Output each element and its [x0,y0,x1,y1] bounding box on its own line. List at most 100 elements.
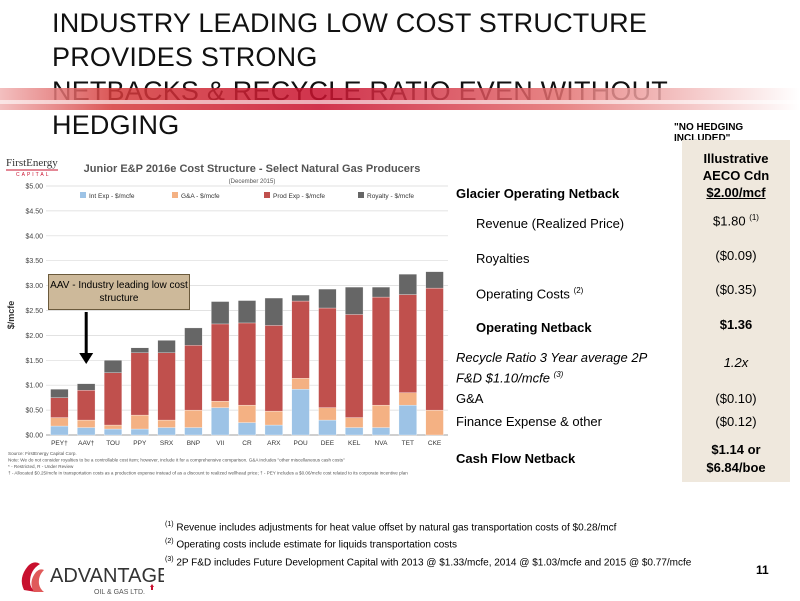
bar-segment [184,345,203,411]
page-number: 11 [756,563,769,577]
bar-segment [157,419,176,428]
y-tick-label: $1.00 [25,383,43,390]
bar-segment [211,400,230,408]
bar-segment [157,340,176,353]
x-tick-label: CR [242,440,252,447]
recycle-sup: (3) [553,370,564,379]
y-tick-label: $1.50 [25,358,43,365]
bar-segment [291,300,310,379]
logo-sub: OIL & GAS LTD. [94,589,145,596]
footnote-2: (2) Operating costs include estimate for… [165,535,765,552]
chart-note: Note: We do not consider royalties to be… [8,458,345,463]
row-recycle-value: 1.2x [723,355,749,370]
bar-segment [345,417,364,428]
bar-segment [372,427,390,436]
bar-segment [372,286,390,298]
no-hedging-label: "NO HEDGING INCLUDED" [674,122,744,144]
row-ga-value: ($0.10) [715,391,757,406]
row-opcost-value: ($0.35) [715,282,757,297]
y-tick-label: $5.00 [25,184,43,191]
legend-label: Int Exp - $/mcfe [89,193,135,200]
row-cashflow-value: $1.14 or $6.84/boe [682,441,790,477]
y-tick-label: $0.00 [25,433,43,440]
title-line-1: INDUSTRY LEADING LOW COST STRUCTURE PROV… [52,8,648,72]
revenue-value: $1.80 [713,213,746,229]
footnotes: (1) Revenue includes adjustments for hea… [165,518,765,570]
bar-segment [398,404,417,436]
row-finance-value: ($0.12) [715,414,757,429]
x-tick-label: VII [216,440,224,447]
chart-note: † - Allocated $0.25/mcfe in transportati… [8,471,408,476]
footnote-1: (1) Revenue includes adjustments for hea… [165,518,765,535]
y-tick-label: $4.00 [25,233,43,240]
revenue-sup: (1) [749,213,759,222]
bar-segment [104,360,122,373]
legend-label: G&A - $/mcfe [181,193,220,200]
cashflow-value-line1: $1.14 or [711,442,761,457]
bar-segment [372,296,390,406]
x-tick-label: KEL [348,440,361,447]
footnote-3-sup: (3) [165,555,174,563]
footnote-3: (3) 2P F&D includes Future Development C… [165,553,765,570]
chart-note: Source: FirstEnergy Capital Corp. [8,451,77,456]
bar-segment [77,427,96,436]
row-ga-label: G&A [456,391,484,406]
bar-segment [77,383,96,391]
callout-arrow-head [79,353,94,364]
decorative-stripe-highlight [0,100,800,104]
cost-structure-chart: FirstEnergy CAPITAL Junior E&P 2016e Cost … [2,150,454,485]
logo-name: ADVANTAGE [50,565,164,587]
bar-segment [264,424,283,436]
bar-segment [50,425,69,436]
bar-segment [130,428,149,436]
bar-segment [318,407,337,421]
bar-segment [104,424,122,430]
bar-segment [398,294,417,393]
aav-callout: AAV - Industry leading low cost structur… [48,274,190,310]
bar-segment [238,322,256,406]
bar-segment [50,397,69,418]
opcost-sup: (2) [573,286,584,295]
legend-swatch [264,192,270,198]
y-tick-label: $2.00 [25,333,43,340]
bar-segment [184,409,203,428]
bar-segment [238,404,256,423]
footnote-2-text: Operating costs include estimate for liq… [176,539,458,551]
row-glacier-netback-label: Glacier Operating Netback [456,186,620,201]
bar-segment [318,307,337,408]
bar-segment [77,390,96,421]
bar-segment [345,427,364,436]
row-revenue-value: $1.80 (1) [682,213,790,228]
advantage-logo: ADVANTAGE OIL & GAS LTD. [14,556,170,596]
bar-segment [318,419,337,436]
legend-label: Royalty - $/mcfe [367,193,414,200]
bar-segment [211,301,230,325]
bar-segment [318,288,337,309]
footnote-2-sup: (2) [165,538,174,546]
legend-swatch [172,192,178,198]
x-tick-label: PPY [133,440,147,447]
bar-segment [398,273,417,295]
bar-segment [211,407,230,436]
bar-segment [345,314,364,418]
illustrative-column-bg [682,140,790,482]
bar-segment [238,300,256,324]
row-royalties-label: Royalties [476,251,530,266]
chart-brand-sub: CAPITAL [16,172,50,178]
bar-segment [50,417,69,427]
header-line-3: $2.00/mcf [706,185,766,200]
x-tick-label: POU [294,440,308,447]
recycle-label-line1: Recycle Ratio 3 Year average 2P [456,350,648,365]
legend-label: Prod Exp - $/mcfe [273,193,325,200]
x-tick-label: SRX [160,440,174,447]
legend-swatch [80,192,86,198]
bar-segment [157,352,176,421]
bar-segment [104,372,122,426]
x-tick-label: DEE [321,440,335,447]
advantage-logo-icon: ADVANTAGE OIL & GAS LTD. [21,562,170,596]
recycle-label-line2: F&D $1.10/mcfe [456,370,550,386]
illustrative-header: Illustrative AECO Cdn $2.00/mcf [682,150,790,201]
row-opcost-label: Operating Costs (2) [476,286,583,301]
bar-segment [130,414,149,430]
chart-note: * - Restricted, R - Under Review [8,464,74,469]
